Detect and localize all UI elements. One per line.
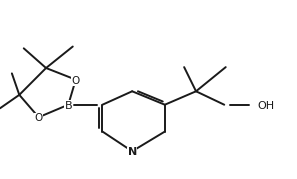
Text: O: O xyxy=(34,113,43,123)
Text: O: O xyxy=(72,76,80,86)
Text: N: N xyxy=(127,147,137,157)
Text: B: B xyxy=(64,101,72,111)
Text: OH: OH xyxy=(257,101,274,111)
